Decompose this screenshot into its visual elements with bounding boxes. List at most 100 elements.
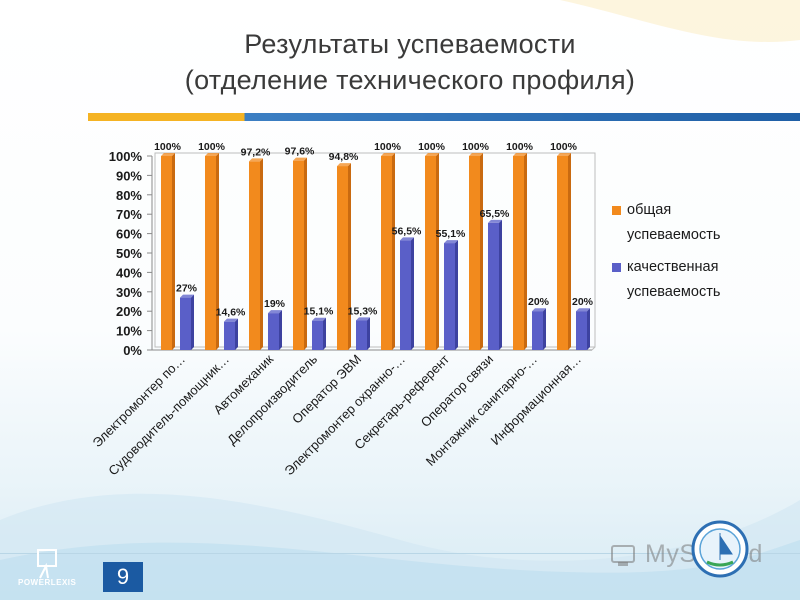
data-label: 94,8% — [329, 151, 359, 163]
bar-side — [216, 153, 219, 350]
bar-side — [279, 310, 282, 350]
bar-quality — [576, 311, 587, 350]
bar-top — [337, 163, 351, 167]
bar-side — [323, 317, 326, 350]
data-label: 100% — [418, 141, 446, 153]
bar-overall — [205, 156, 216, 350]
bar-side — [587, 308, 590, 350]
legend-label: качественная — [627, 259, 718, 275]
title-underline-strip — [88, 113, 800, 121]
y-tick-label: 90% — [116, 168, 142, 183]
y-tick-label: 20% — [116, 304, 142, 319]
data-label: 97,2% — [241, 146, 271, 158]
bar-overall — [337, 166, 348, 350]
bar-top — [268, 310, 282, 314]
footer-divider — [0, 553, 800, 554]
y-tick-label: 80% — [116, 188, 142, 203]
bar-side — [524, 153, 527, 350]
data-label: 97,6% — [285, 146, 315, 158]
data-label: 55,1% — [436, 228, 466, 240]
bar-quality — [268, 313, 279, 350]
bar-overall — [469, 156, 480, 350]
bar-quality — [180, 297, 191, 350]
plot-floor-edge — [591, 346, 596, 351]
bar-top — [532, 308, 546, 312]
bar-top — [488, 219, 502, 223]
bar-top — [444, 240, 458, 244]
y-tick-label: 100% — [109, 149, 143, 164]
y-tick-label: 70% — [116, 207, 142, 222]
bar-side — [348, 163, 351, 350]
bar-quality — [532, 311, 543, 350]
bar-side — [235, 318, 238, 350]
y-tick-label: 60% — [116, 227, 142, 242]
bar-overall — [293, 160, 304, 350]
data-label: 15,3% — [348, 305, 378, 317]
bar-top — [161, 153, 175, 156]
bar-top — [400, 237, 414, 241]
bar-quality — [224, 321, 235, 350]
data-label: 100% — [198, 141, 226, 153]
bar-side — [260, 158, 263, 350]
bar-quality — [400, 240, 411, 350]
title-line-2: (отделение технического профиля) — [184, 65, 636, 95]
bar-overall — [161, 156, 172, 350]
y-tick-label: 10% — [116, 324, 142, 339]
y-tick-label: 50% — [116, 246, 142, 261]
data-label: 100% — [374, 141, 402, 153]
bar-side — [392, 153, 395, 350]
bar-quality — [356, 320, 367, 350]
data-label: 100% — [462, 141, 490, 153]
bar-side — [191, 294, 194, 350]
bar-side — [480, 153, 483, 350]
data-label: 19% — [264, 298, 286, 310]
legend-swatch — [612, 263, 621, 272]
bar-side — [543, 308, 546, 350]
bar-top — [381, 153, 395, 156]
data-label: 27% — [176, 283, 198, 295]
data-label: 15,1% — [304, 306, 334, 318]
data-label: 14,6% — [216, 307, 246, 319]
plot-back-wall — [154, 152, 596, 348]
legend-swatch — [612, 206, 621, 215]
bar-overall — [425, 156, 436, 350]
title-line-1: Результаты успеваемости — [244, 29, 576, 59]
bar-quality — [488, 222, 499, 350]
legend-label: успеваемость — [627, 284, 720, 300]
bar-top — [249, 158, 263, 162]
slide-number: 9 — [103, 562, 143, 592]
bar-overall — [381, 156, 392, 350]
bar-top — [513, 153, 527, 156]
legend-label: успеваемость — [627, 227, 720, 243]
bar-side — [499, 219, 502, 350]
data-label: 20% — [528, 296, 550, 308]
bar-side — [172, 153, 175, 350]
logo-text: POWERLEXIS — [18, 578, 77, 587]
y-tick-label: 30% — [116, 285, 142, 300]
data-label: 100% — [506, 141, 534, 153]
bar-overall — [557, 156, 568, 350]
slide-title: Результаты успеваемости (отделение техни… — [90, 26, 730, 98]
bar-top — [205, 153, 219, 156]
y-tick-label: 40% — [116, 265, 142, 280]
bar-top — [180, 294, 194, 298]
data-label: 65,5% — [480, 208, 510, 220]
college-emblem-icon — [691, 520, 749, 578]
data-label: 100% — [550, 141, 578, 153]
bar-top — [576, 308, 590, 312]
bar-side — [367, 317, 370, 350]
bar-top — [312, 317, 326, 321]
bar-top — [557, 153, 571, 156]
bar-top — [425, 153, 439, 156]
bar-top — [224, 318, 238, 322]
data-label: 20% — [572, 296, 594, 308]
bar-top — [293, 157, 307, 161]
bar-side — [568, 153, 571, 350]
data-label: 56,5% — [392, 225, 422, 237]
powerlexis-logo-icon — [37, 549, 57, 579]
bar-side — [436, 153, 439, 350]
bar-side — [304, 157, 307, 350]
bar-top — [469, 153, 483, 156]
bar-side — [455, 240, 458, 350]
